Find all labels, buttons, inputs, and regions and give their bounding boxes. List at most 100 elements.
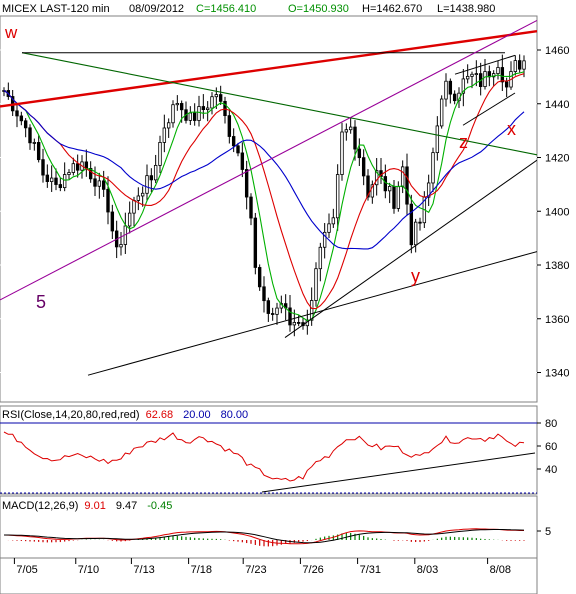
candle-body xyxy=(45,174,50,182)
candle-body xyxy=(41,159,45,176)
price-tick-label: 1420 xyxy=(545,153,569,165)
price-tick-label: 1460 xyxy=(545,45,569,57)
candle-body xyxy=(353,126,357,150)
candle-body xyxy=(192,112,197,121)
date-tick-label: 7/26 xyxy=(302,564,323,576)
candle-body xyxy=(132,200,136,214)
candle-body xyxy=(257,267,262,288)
wave-label-y: y xyxy=(411,266,420,286)
candle-body xyxy=(270,313,275,315)
candle-body xyxy=(331,217,336,225)
ma-mid-line xyxy=(3,73,525,310)
header-high: H=1462.670 xyxy=(362,3,422,15)
candle-body xyxy=(400,166,405,188)
candle-body xyxy=(335,174,340,219)
date-tick-label: 7/13 xyxy=(133,564,154,576)
header-open: O=1450.930 xyxy=(288,3,349,15)
header-symbol: MICEX LAST-120 min xyxy=(2,3,110,15)
date-tick-label: 7/10 xyxy=(78,564,99,576)
candle-body xyxy=(231,136,236,147)
date-tick-label: 7/18 xyxy=(191,564,212,576)
rsi-tick-label: 40 xyxy=(545,464,557,476)
candle-body xyxy=(127,212,132,227)
candle-body xyxy=(32,142,37,144)
date-tick-label: 7/23 xyxy=(245,564,266,576)
candle-body xyxy=(28,127,32,144)
candle-body xyxy=(288,307,292,326)
lower-support-line xyxy=(87,251,537,376)
candle-body xyxy=(327,223,331,233)
candle-body xyxy=(470,73,474,77)
candle-body xyxy=(444,80,448,100)
candle-body xyxy=(227,115,232,137)
candle-body xyxy=(71,163,76,173)
candle-body xyxy=(418,221,422,224)
candle-body xyxy=(214,94,219,98)
macd-label: MACD(12,26,9) 9.01 9.47 -0.45 xyxy=(2,500,172,512)
candle-body xyxy=(171,104,175,124)
date-tick-label: 8/08 xyxy=(490,564,511,576)
candle-body xyxy=(262,286,266,302)
candle-body xyxy=(158,142,162,166)
candle-body xyxy=(97,180,102,187)
candle-body xyxy=(413,221,418,246)
candle-body xyxy=(162,127,167,143)
rsi-label: RSI(Close,14,20,80,red,red) 62.68 20.00 80.… xyxy=(2,409,248,421)
candle-body xyxy=(405,166,409,205)
candle-body xyxy=(392,186,396,209)
rsi-lower-level: 20.00 xyxy=(183,409,211,421)
signal-value: 9.47 xyxy=(116,500,137,512)
candle-body xyxy=(513,60,518,72)
candle-body xyxy=(409,203,414,246)
candle-body xyxy=(166,122,171,129)
candle-body xyxy=(500,67,505,83)
candle-body xyxy=(357,148,362,159)
candle-body xyxy=(366,175,370,198)
candle-body xyxy=(292,322,297,326)
candle-body xyxy=(75,163,80,171)
rsi-last-value: 62.68 xyxy=(146,409,174,421)
candle-body xyxy=(101,180,106,190)
signal-line xyxy=(4,529,525,544)
candle-body xyxy=(318,246,323,270)
candle-body xyxy=(223,100,227,117)
header-low: L=1438.980 xyxy=(437,3,495,15)
date-tick-label: 7/05 xyxy=(16,564,37,576)
candle-body xyxy=(62,174,67,189)
candle-body xyxy=(93,178,97,187)
candle-body xyxy=(461,78,466,94)
hist-value: -0.45 xyxy=(147,500,172,512)
macd-value: 9.01 xyxy=(84,500,105,512)
candle-body xyxy=(205,107,210,110)
candle-body xyxy=(106,188,110,213)
wave-label-z: z xyxy=(459,132,468,152)
ma-slow-line xyxy=(3,90,525,250)
price-tick-label: 1380 xyxy=(545,260,569,272)
candle-body xyxy=(496,67,500,74)
header-close: C=1456.410 xyxy=(196,3,256,15)
macd-label-name: MACD(12,26,9) xyxy=(2,500,78,512)
candle-body xyxy=(504,81,509,88)
candle-body xyxy=(435,125,440,154)
candle-body xyxy=(58,184,63,189)
green-trendline xyxy=(21,52,537,156)
purple-channel-line xyxy=(0,19,537,301)
candle-body xyxy=(210,96,214,109)
candle-body xyxy=(344,129,349,133)
candle-body xyxy=(179,103,184,111)
candle-body xyxy=(314,268,318,301)
candle-body xyxy=(188,112,193,121)
candle-body xyxy=(197,106,201,121)
price-tick-label: 1340 xyxy=(545,368,569,380)
ma-fast-line xyxy=(3,71,525,322)
candle-body xyxy=(19,115,24,122)
candle-body xyxy=(296,322,301,324)
candle-body xyxy=(110,211,115,232)
candle-body xyxy=(36,142,41,161)
candle-body xyxy=(23,120,28,129)
date-axis-strip xyxy=(0,557,538,594)
candle-body xyxy=(483,71,487,88)
candle-body xyxy=(522,60,526,70)
price-tick-label: 1360 xyxy=(545,314,569,326)
